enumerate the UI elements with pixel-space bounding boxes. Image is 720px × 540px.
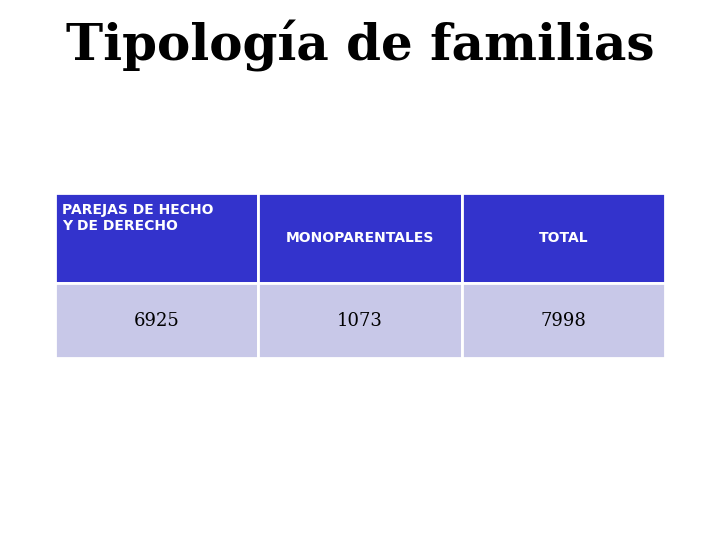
Text: TOTAL: TOTAL bbox=[539, 231, 588, 245]
Bar bbox=[462, 283, 665, 358]
Bar bbox=[55, 193, 258, 283]
Text: PAREJAS DE HECHO
Y DE DERECHO: PAREJAS DE HECHO Y DE DERECHO bbox=[62, 203, 214, 233]
Bar bbox=[258, 283, 462, 358]
Text: MONOPARENTALES: MONOPARENTALES bbox=[286, 231, 434, 245]
Text: 6925: 6925 bbox=[134, 312, 179, 329]
Bar bbox=[258, 193, 462, 283]
Bar bbox=[55, 283, 258, 358]
Bar bbox=[462, 193, 665, 283]
Text: 1073: 1073 bbox=[337, 312, 383, 329]
Text: 7998: 7998 bbox=[541, 312, 586, 329]
Text: Tipología de familias: Tipología de familias bbox=[66, 20, 654, 72]
